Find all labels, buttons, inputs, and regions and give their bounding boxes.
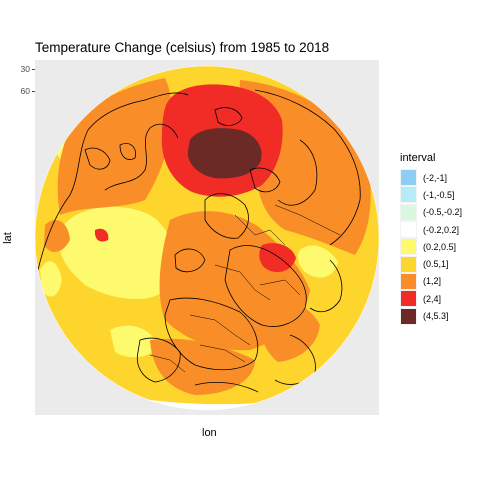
legend-label: (4,5.3] (423, 311, 449, 322)
coastlines (37, 89, 361, 393)
region-pacific-west (40, 261, 62, 297)
legend-item: (-0.5,-0.2] (400, 203, 463, 221)
legend-item: (2,4] (400, 290, 462, 308)
legend-key (400, 169, 417, 187)
legend-label: (-0.2,0.2] (423, 224, 460, 235)
region-greenland-hot (94, 228, 109, 242)
region-siberia-hot (259, 243, 296, 273)
legend-label: (2,4] (423, 293, 442, 304)
legend-swatch (401, 204, 416, 220)
legend-key (400, 203, 417, 221)
legend-swatch (401, 273, 416, 289)
region-north-africa-pale (110, 325, 158, 358)
legend-swatch (401, 170, 416, 186)
legend-key (400, 186, 417, 204)
legend-item: (4,5.3] (400, 307, 462, 325)
legend: interval (-2,-1] (-1,-0.5] (-0.5,-0.2] (-0.… (400, 152, 462, 325)
legend-swatch (401, 308, 416, 324)
legend-item: (-0.2,0.2] (400, 221, 462, 239)
legend-swatch (401, 256, 416, 272)
legend-item: (0.5,1] (400, 255, 462, 273)
globe-outline (34, 65, 380, 411)
legend-swatch (401, 239, 416, 255)
legend-key (400, 307, 417, 325)
legend-label: (-2,-1] (423, 172, 448, 183)
legend-item: (0.2,0.5] (400, 238, 462, 256)
legend-title: interval (400, 152, 436, 164)
x-axis-label: lon (202, 427, 217, 439)
legend-key (400, 255, 417, 273)
region-north-atlantic (58, 206, 174, 300)
region-middle-east (258, 298, 320, 362)
legend-label: (-1,-0.5] (423, 189, 455, 200)
region-tropics-white (120, 395, 300, 410)
y-axis-label: lat (1, 232, 14, 244)
chart-title: Temperature Change (celsius) from 1985 t… (35, 40, 330, 55)
legend-label: (0.5,1] (423, 259, 449, 270)
region-polar-core (187, 128, 262, 179)
legend-item: (1,2] (400, 272, 462, 290)
legend-key (400, 272, 417, 290)
ytick-mark-30 (32, 69, 35, 70)
legend-label: (0.2,0.5] (423, 241, 457, 252)
ytick-label-30: 30 (20, 64, 30, 74)
legend-swatch (401, 291, 416, 307)
legend-rows: (-2,-1] (-1,-0.5] (-0.5,-0.2] (-0.2,0.2] (0.… (400, 169, 462, 325)
ytick-label-60: 60 (20, 86, 30, 96)
legend-label: (1,2] (423, 276, 442, 287)
ytick-mark-60 (32, 91, 35, 92)
country-borders (149, 204, 341, 373)
legend-key (400, 290, 417, 308)
legend-key (400, 221, 417, 239)
legend-item: (-2,-1] (400, 169, 462, 187)
legend-item: (-1,-0.5] (400, 186, 462, 204)
legend-swatch (401, 187, 416, 203)
region-arabian-sea (297, 245, 338, 278)
region-west-coast (44, 220, 70, 252)
legend-label: (-0.5,-0.2] (423, 207, 463, 218)
legend-swatch (401, 222, 416, 238)
legend-key (400, 238, 417, 256)
